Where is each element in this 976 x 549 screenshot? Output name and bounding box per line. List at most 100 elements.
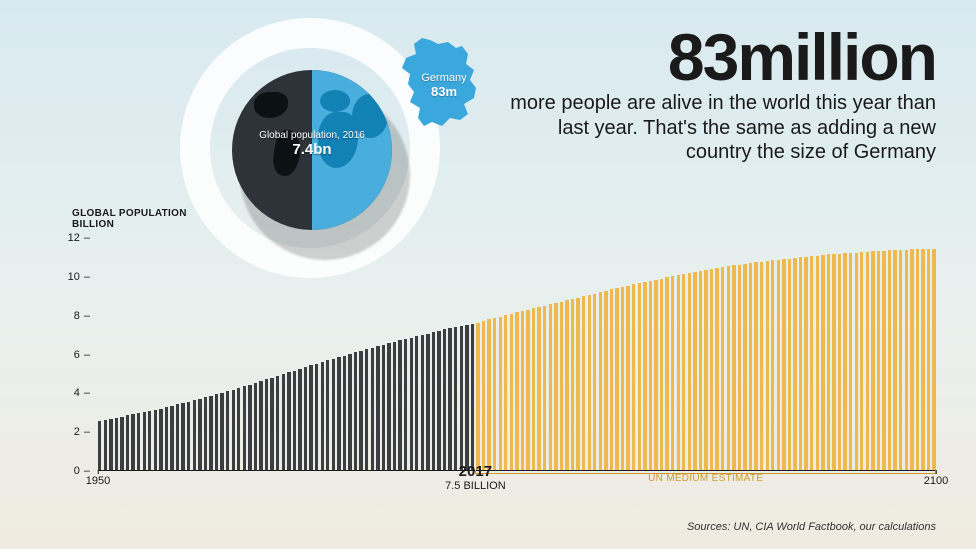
bar: [565, 300, 568, 470]
bar: [454, 327, 457, 470]
germany-callout: Germany 83m: [400, 36, 488, 136]
germany-label: Germany 83m: [400, 72, 488, 99]
bar: [821, 255, 824, 470]
bar: [599, 292, 602, 470]
bar: [343, 356, 346, 470]
bar: [877, 251, 880, 470]
continent-eu: [320, 90, 350, 112]
bar: [610, 289, 613, 470]
bar: [287, 372, 290, 470]
bar: [771, 260, 774, 470]
bar: [710, 269, 713, 470]
bar: [571, 299, 574, 470]
bar: [893, 250, 896, 470]
bar: [732, 265, 735, 470]
bar: [365, 349, 368, 470]
bar: [215, 394, 218, 470]
bar: [916, 249, 919, 470]
bar: [159, 409, 162, 470]
bar: [265, 379, 268, 470]
bar: [549, 304, 552, 470]
bar: [131, 414, 134, 470]
bar: [843, 253, 846, 470]
bar: [371, 348, 374, 470]
bar: [165, 407, 168, 470]
bar: [476, 323, 479, 471]
bar: [499, 317, 502, 471]
bar: [615, 288, 618, 470]
bar: [426, 334, 429, 470]
bar: [421, 335, 424, 470]
bar: [593, 294, 596, 471]
x-tick: 1950: [86, 475, 110, 487]
bar: [860, 252, 863, 470]
bar: [727, 266, 730, 470]
bar: [721, 267, 724, 470]
bar: [621, 287, 624, 470]
bar: [638, 283, 641, 470]
bar: [866, 252, 869, 470]
bar: [432, 332, 435, 470]
bar: [115, 418, 118, 470]
bar: [298, 369, 301, 470]
y-tick: 10: [60, 271, 90, 283]
x-tick: 2100: [924, 475, 948, 487]
bar: [315, 364, 318, 470]
bar: [760, 262, 763, 470]
population-chart: GLOBAL POPULATION BILLION 024681012 UN M…: [60, 208, 936, 495]
headline-number: 83million: [506, 28, 936, 87]
bar: [410, 338, 413, 470]
bar: [849, 253, 852, 470]
bar: [543, 306, 546, 470]
bar: [515, 312, 518, 470]
bar: [248, 385, 251, 470]
bar: [554, 303, 557, 470]
bar: [882, 251, 885, 470]
y-axis: 024681012: [60, 238, 90, 471]
bar: [337, 357, 340, 470]
bar: [120, 417, 123, 470]
bar: [443, 329, 446, 470]
bar: [176, 404, 179, 470]
bar: [282, 374, 285, 470]
bar: [226, 391, 229, 470]
bar: [576, 298, 579, 470]
bar: [749, 263, 752, 470]
y-tick: 6: [60, 349, 90, 361]
chart-title-line1: GLOBAL POPULATION: [72, 208, 187, 219]
bar: [682, 274, 685, 470]
globe-label: Global population, 2016 7.4bn: [232, 130, 392, 158]
chart-title-line2: BILLION: [72, 219, 187, 230]
bar: [799, 257, 802, 470]
bar: [387, 343, 390, 470]
bar: [677, 275, 680, 470]
bar: [782, 259, 785, 470]
bar: [243, 386, 246, 470]
germany-label-text: Germany: [421, 72, 466, 84]
bar: [905, 250, 908, 470]
bar: [143, 412, 146, 470]
bar: [932, 249, 935, 470]
bar: [170, 406, 173, 470]
bar: [354, 352, 357, 470]
bar: [382, 345, 385, 470]
bar: [376, 346, 379, 470]
bar: [137, 413, 140, 470]
bar: [827, 254, 830, 470]
bar: [398, 340, 401, 470]
bar: [626, 286, 629, 470]
bar: [521, 311, 524, 470]
germany-label-value: 83m: [400, 84, 488, 99]
bar: [460, 326, 463, 470]
bar: [148, 411, 151, 470]
bar: [482, 321, 485, 470]
bar: [699, 271, 702, 470]
bar: [359, 351, 362, 470]
bar: [643, 282, 646, 470]
y-tick: 2: [60, 426, 90, 438]
bar: [254, 383, 257, 470]
bar: [532, 308, 535, 470]
bar: [259, 381, 262, 470]
bar: [437, 331, 440, 470]
bar: [888, 250, 891, 470]
